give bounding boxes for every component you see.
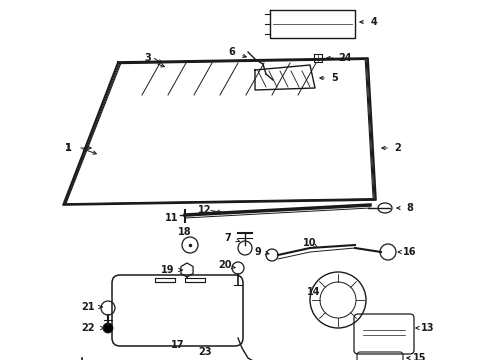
Text: 20: 20 [218, 260, 232, 270]
Text: 11: 11 [165, 213, 179, 223]
Text: 21: 21 [81, 302, 95, 312]
Text: 10: 10 [303, 238, 317, 248]
Text: 5: 5 [332, 73, 339, 83]
Text: 23: 23 [198, 347, 212, 357]
Text: 1: 1 [65, 143, 72, 153]
Text: 7: 7 [224, 233, 231, 243]
Circle shape [103, 323, 113, 333]
Text: 2: 2 [394, 143, 401, 153]
Text: 9: 9 [255, 247, 261, 257]
Text: 14: 14 [307, 287, 321, 297]
Text: 1: 1 [65, 143, 72, 153]
Text: 22: 22 [81, 323, 95, 333]
Text: 24: 24 [338, 53, 352, 63]
Text: 8: 8 [407, 203, 414, 213]
Text: 3: 3 [145, 53, 151, 63]
Text: 16: 16 [403, 247, 417, 257]
Text: 12: 12 [198, 205, 212, 215]
Text: 15: 15 [413, 353, 427, 360]
Text: 17: 17 [171, 340, 185, 350]
Text: 18: 18 [178, 227, 192, 237]
Text: 4: 4 [370, 17, 377, 27]
Text: 19: 19 [161, 265, 175, 275]
Text: 6: 6 [229, 47, 235, 57]
Text: 13: 13 [421, 323, 435, 333]
